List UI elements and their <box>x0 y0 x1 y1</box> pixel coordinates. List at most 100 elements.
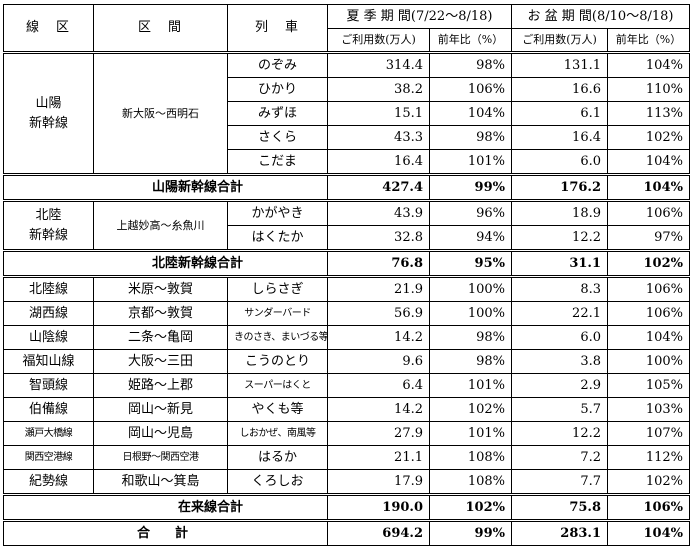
header-row: 線 区 区 間 列 車 夏 季 期 間(7/22～8/18) お 盆 期 間(8… <box>3 4 690 53</box>
summer-yoy-cell: 106% <box>429 77 512 102</box>
section-cell: 上越妙高～糸魚川 <box>93 199 228 251</box>
line-name-cell: 関西空港線 <box>3 445 94 470</box>
train-name-cell: はるか <box>227 445 328 470</box>
obon-usage-cell: 75.8 <box>511 493 608 521</box>
train-name-cell: はくたか <box>227 225 328 251</box>
table-row: 山陽 新幹線 新大阪～西明石 のぞみ 314.4 98% 131.1 104% <box>3 51 690 175</box>
obon-usage-cell: 6.1 <box>511 101 608 126</box>
summer-yoy-cell: 100% <box>429 301 512 326</box>
train-name-cell: しらさぎ <box>227 275 328 302</box>
obon-usage-cell: 283.1 <box>511 519 608 546</box>
subheader-row: ご利用数(万人) 前年比（%） ご利用数(万人) 前年比（%） <box>4 28 690 53</box>
summer-yoy-cell: 96% <box>429 199 512 226</box>
obon-yoy-cell: 102% <box>607 249 690 277</box>
line-name-cell: 山陰線 <box>3 325 94 350</box>
table-row: 智頭線 姫路～上郡 スーパーはくと 6.4 101% 2.9 105% <box>3 373 690 398</box>
obon-yoy-cell: 105% <box>607 373 690 398</box>
line-name-cell: 伯備線 <box>3 397 94 422</box>
grand-total-row: 合 計 694.2 99% 283.1 104% <box>3 519 690 546</box>
obon-usage-cell: 31.1 <box>511 249 608 277</box>
obon-yoy-cell: 102% <box>607 125 690 150</box>
train-name-cell: のぞみ <box>227 51 328 78</box>
obon-usage-cell: 6.0 <box>511 325 608 350</box>
section-cell: 日根野～関西空港 <box>93 445 228 470</box>
train-name-cell: きのさき、まいづる等 <box>227 325 328 350</box>
obon-yoy-cell: 104% <box>607 173 690 201</box>
summer-yoy-cell: 95% <box>429 249 512 277</box>
train-name-cell: こだま <box>227 149 328 175</box>
train-name-cell: しおかぜ、南風等 <box>227 421 328 446</box>
summer-usage-cell: 9.6 <box>327 349 430 374</box>
section-cell: 京都～敦賀 <box>93 301 228 326</box>
train-name-cell: かがやき <box>227 199 328 226</box>
obon-yoy-cell: 112% <box>607 445 690 470</box>
table-row: 瀬戸大橋線 岡山～児島 しおかぜ、南風等 27.9 101% 12.2 107% <box>3 421 690 446</box>
line-name-cell: 北陸 新幹線 <box>3 199 94 251</box>
obon-usage-cell: 8.3 <box>511 275 608 302</box>
table-row: さくら 43.3 98% 16.4 102% <box>4 125 690 150</box>
train-name-cell: スーパーはくと <box>227 373 328 398</box>
table-row: はくたか 32.8 94% 12.2 97% <box>4 225 690 251</box>
obon-usage-cell: 7.7 <box>511 469 608 495</box>
header-obon-usage: ご利用数(万人) <box>511 28 608 53</box>
summer-usage-cell: 43.3 <box>327 125 430 150</box>
summer-usage-cell: 76.8 <box>327 249 430 277</box>
section-cell: 岡山～児島 <box>93 421 228 446</box>
summer-usage-cell: 14.2 <box>327 325 430 350</box>
summer-yoy-cell: 98% <box>429 349 512 374</box>
table-row: 湖西線 京都～敦賀 サンダーバード 56.9 100% 22.1 106% <box>3 301 690 326</box>
obon-yoy-cell: 107% <box>607 421 690 446</box>
line-name-cell: 福知山線 <box>3 349 94 374</box>
header-obon-yoy: 前年比（%） <box>607 28 690 53</box>
summer-yoy-cell: 102% <box>429 397 512 422</box>
header-summer-yoy: 前年比（%） <box>429 28 512 53</box>
subtotal-row: 在来線合計 190.0 102% 75.8 106% <box>3 493 690 521</box>
obon-yoy-cell: 103% <box>607 397 690 422</box>
summer-usage-cell: 16.4 <box>327 149 430 175</box>
summer-yoy-cell: 98% <box>429 125 512 150</box>
train-name-cell: みずほ <box>227 101 328 126</box>
section-cell: 二条～亀岡 <box>93 325 228 350</box>
line-name-cell: 山陽 新幹線 <box>3 51 94 175</box>
obon-yoy-cell: 106% <box>607 199 690 226</box>
summer-usage-cell: 21.9 <box>327 275 430 302</box>
obon-usage-cell: 12.2 <box>511 421 608 446</box>
table-row: 福知山線 大阪～三田 こうのとり 9.6 98% 3.8 100% <box>3 349 690 374</box>
obon-usage-cell: 6.0 <box>511 149 608 175</box>
summer-yoy-cell: 100% <box>429 275 512 302</box>
train-name-cell: さくら <box>227 125 328 150</box>
obon-usage-cell: 18.9 <box>511 199 608 226</box>
ridership-table: 線 区 区 間 列 車 夏 季 期 間(7/22～8/18) お 盆 期 間(8… <box>3 4 690 546</box>
header-summer-period: 夏 季 期 間(7/22～8/18) <box>327 4 512 29</box>
train-name-cell: くろしお <box>227 469 328 495</box>
subtotal-row: 山陽新幹線合計 427.4 99% 176.2 104% <box>3 173 690 201</box>
table-row: こだま 16.4 101% 6.0 104% <box>4 149 690 175</box>
summer-usage-cell: 6.4 <box>327 373 430 398</box>
table-row: 山陰線 二条～亀岡 きのさき、まいづる等 14.2 98% 6.0 104% <box>3 325 690 350</box>
obon-yoy-cell: 104% <box>607 149 690 175</box>
obon-usage-cell: 5.7 <box>511 397 608 422</box>
section-cell: 米原～敦賀 <box>93 275 228 302</box>
line-name-cell: 北陸線 <box>3 275 94 302</box>
grand-total-label: 合 計 <box>3 519 328 546</box>
obon-usage-cell: 131.1 <box>511 51 608 78</box>
summer-yoy-cell: 99% <box>429 173 512 201</box>
table-row: みずほ 15.1 104% 6.1 113% <box>4 101 690 126</box>
summer-yoy-cell: 102% <box>429 493 512 521</box>
obon-usage-cell: 2.9 <box>511 373 608 398</box>
summer-yoy-cell: 94% <box>429 225 512 251</box>
summer-usage-cell: 14.2 <box>327 397 430 422</box>
summer-usage-cell: 694.2 <box>327 519 430 546</box>
section-cell: 大阪～三田 <box>93 349 228 374</box>
section-cell: 姫路～上郡 <box>93 373 228 398</box>
table-row: 北陸線 米原～敦賀 しらさぎ 21.9 100% 8.3 106% <box>3 275 690 302</box>
obon-yoy-cell: 106% <box>607 301 690 326</box>
line-name-cell: 紀勢線 <box>3 469 94 495</box>
obon-usage-cell: 16.6 <box>511 77 608 102</box>
obon-yoy-cell: 104% <box>607 51 690 78</box>
obon-usage-cell: 22.1 <box>511 301 608 326</box>
obon-usage-cell: 12.2 <box>511 225 608 251</box>
summer-yoy-cell: 104% <box>429 101 512 126</box>
table-row: 紀勢線 和歌山～箕島 くろしお 17.9 108% 7.7 102% <box>3 469 690 495</box>
obon-yoy-cell: 104% <box>607 325 690 350</box>
